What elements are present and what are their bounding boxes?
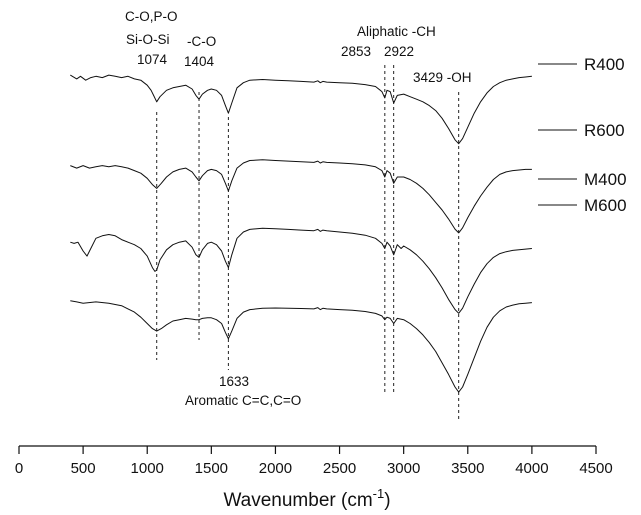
legend-label-r600: R600 — [584, 121, 625, 140]
x-tick-label-2000: 2000 — [259, 460, 292, 477]
plot-area — [70, 74, 532, 393]
annotation-c-o: -C-O — [187, 34, 216, 49]
series-m400-line — [70, 227, 532, 314]
reference-lines — [156, 65, 460, 420]
legend-label-m600: M600 — [584, 196, 627, 215]
x-tick-label-3000: 3000 — [387, 460, 420, 477]
x-tick-label-3500: 3500 — [451, 460, 484, 477]
annotation-si-o-si: Si-O-Si — [126, 32, 170, 47]
series-r600-line — [70, 159, 532, 234]
annotation-co-po: C-O,P-O — [125, 9, 178, 24]
x-tick-label-1500: 1500 — [195, 460, 228, 477]
legend-label-r400: R400 — [584, 55, 625, 74]
x-tick-label-1000: 1000 — [131, 460, 164, 477]
annotation-2922: 2922 — [384, 44, 414, 59]
x-tick-label-4000: 4000 — [515, 460, 548, 477]
legend: R400 R600 M400 M600 — [538, 55, 627, 215]
x-tick-label-4500: 4500 — [579, 460, 612, 477]
annotation-1633: 1633 — [219, 374, 249, 389]
x-tick-label-0: 0 — [15, 460, 23, 477]
annotation-1404: 1404 — [184, 54, 215, 69]
legend-label-m400: M400 — [584, 170, 627, 189]
annotation-aliphatic-ch: Aliphatic -CH — [357, 24, 436, 39]
x-tick-label-500: 500 — [71, 460, 96, 477]
series-r400-line — [70, 74, 532, 145]
annotation-aromatic: Aromatic C=C,C=O — [185, 393, 301, 408]
annotation-oh: 3429 -OH — [413, 70, 472, 85]
peak-annotations: C-O,P-O Si-O-Si 1074 -C-O 1404 Aliphatic… — [125, 9, 472, 408]
x-axis-title: Wavenumber (cm-1) — [223, 486, 390, 511]
x-axis: 0 500 1000 1500 2000 2500 3000 3500 4000 4500 — [15, 445, 613, 477]
x-tick-label-2500: 2500 — [323, 460, 356, 477]
annotation-1074: 1074 — [137, 52, 168, 67]
series-m600-line — [70, 300, 532, 393]
annotation-2853: 2853 — [341, 44, 371, 59]
